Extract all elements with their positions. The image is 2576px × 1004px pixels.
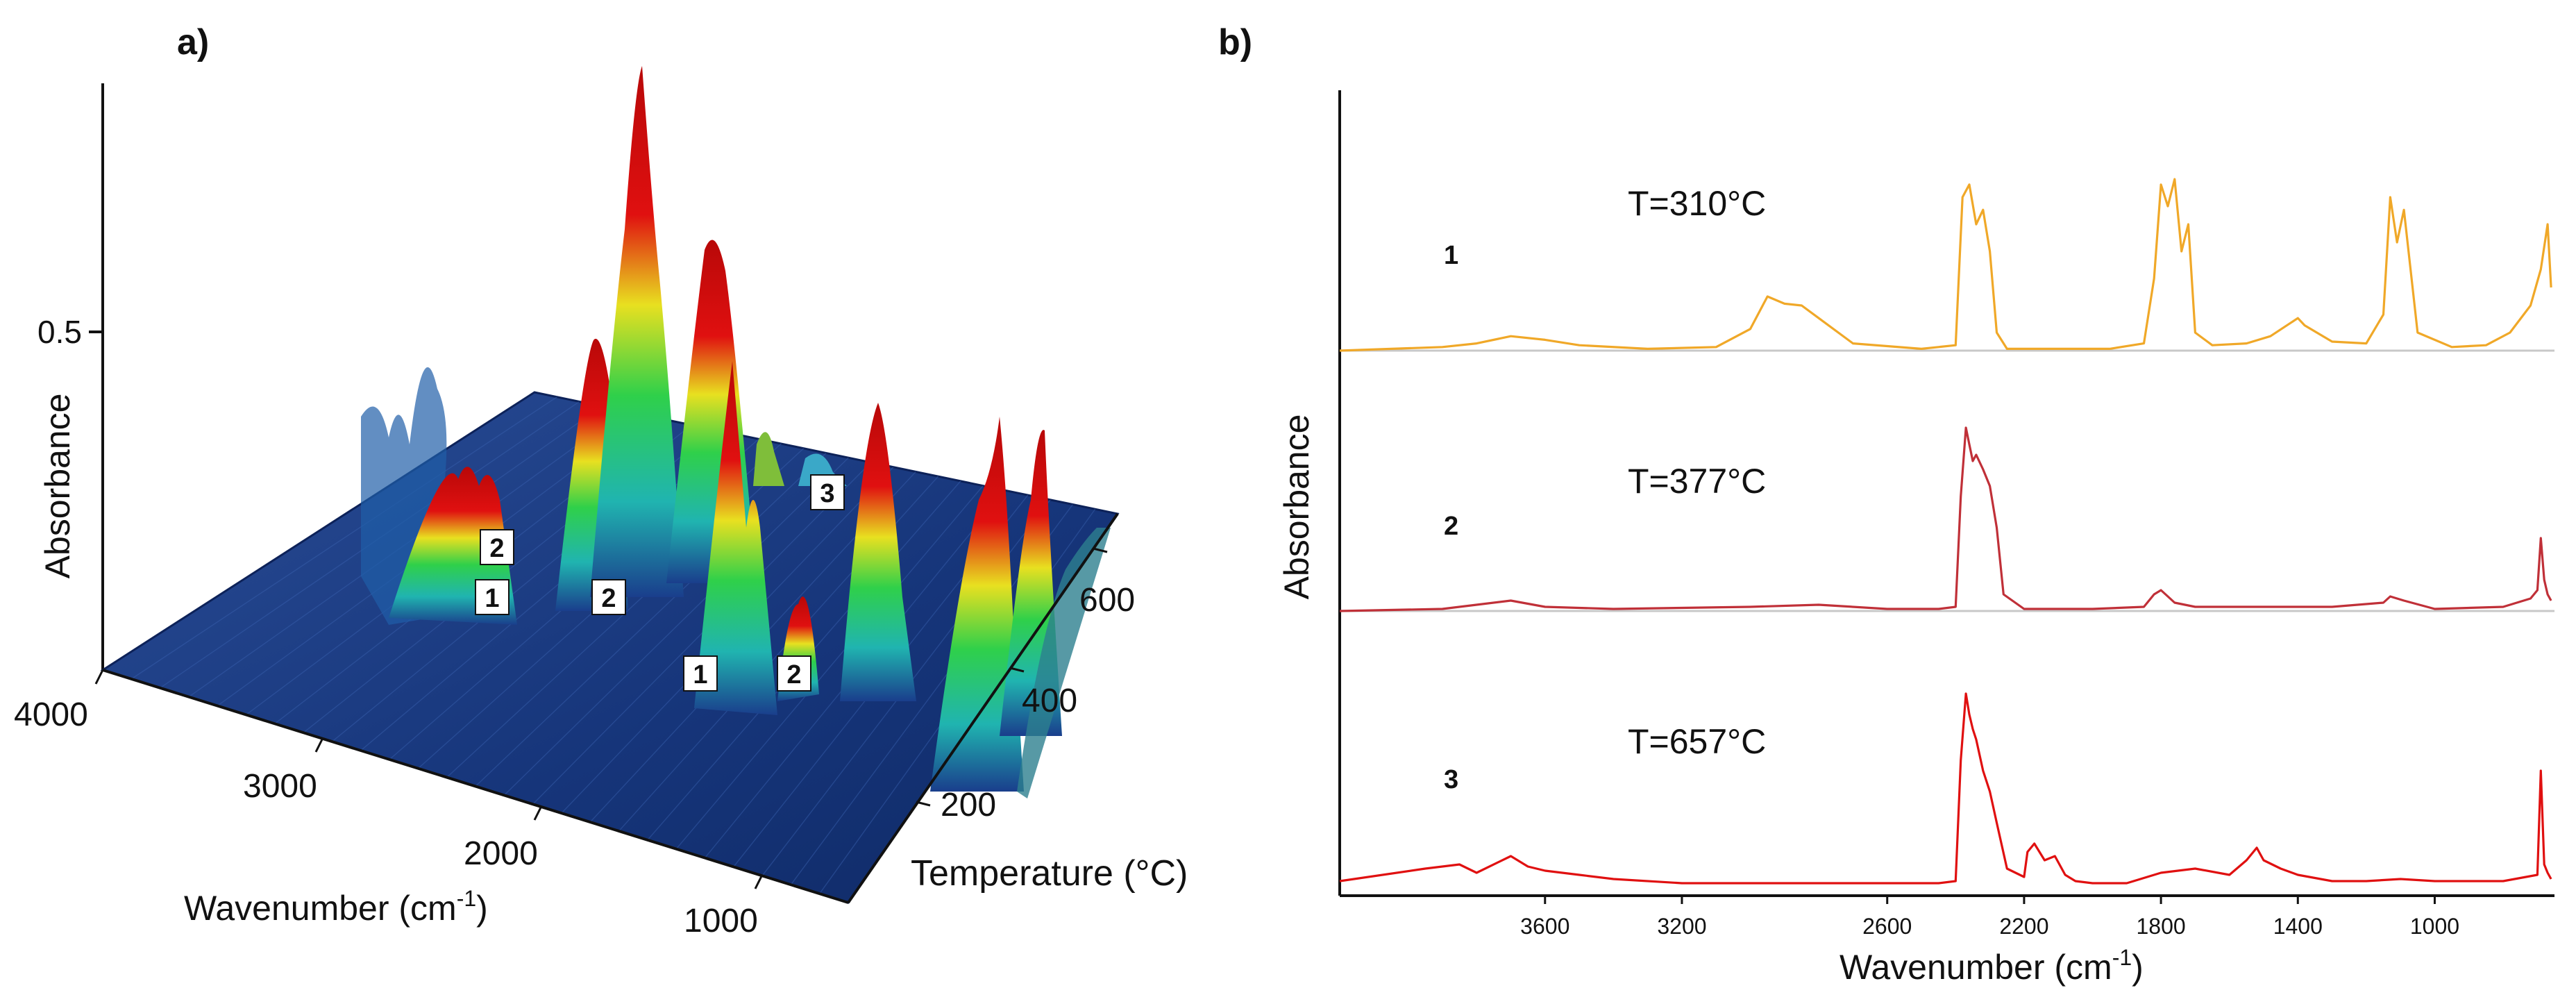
spectrum-series-3 — [1339, 692, 2552, 885]
peak-co2-main — [590, 66, 684, 597]
panel-a-ytick-label-0: 0.5 — [37, 314, 82, 350]
panel-b-xtick-label-2: 2600 — [1862, 914, 1912, 939]
wn-tick-1 — [314, 737, 324, 753]
panel-a-label: a) — [177, 22, 209, 62]
panel-b-xlabel-sup: -1 — [2112, 945, 2132, 970]
panel-b-xtick-label-4: 1800 — [2137, 914, 2186, 939]
peak-1130-a — [930, 417, 1024, 792]
marker-label-4: 2 — [786, 660, 801, 689]
panel-b-series: 1 T=310°C 2 T=377°C 3 T=657°C — [1339, 178, 2554, 885]
peak-markers: 2 1 2 1 2 3 — [475, 474, 845, 692]
temp-tick-2 — [1093, 547, 1108, 553]
temp-tick-0 — [916, 801, 931, 807]
spectrum-label-3: 3 — [1444, 765, 1458, 794]
marker-label-2: 2 — [601, 584, 616, 613]
wn-tick-0 — [94, 669, 104, 685]
surface-scan-line — [532, 462, 872, 805]
wn-tick-label-3: 1000 — [684, 903, 758, 939]
temp-ticks — [916, 547, 1108, 807]
panel-a-wn-axis — [102, 669, 849, 904]
surface-scan-line — [675, 485, 984, 850]
surface-scan-line — [475, 452, 827, 787]
spectrum-temp-3: T=657°C — [1628, 722, 1766, 761]
panel-b-ylabel: Absorbance — [1277, 415, 1316, 600]
wn-tick-2 — [533, 805, 543, 821]
temp-tick-label-1: 400 — [1022, 683, 1077, 719]
wn-ticks — [94, 669, 764, 889]
panel-b: b) Absorbance Wavenumber (cm-1) 3600 3200… — [1218, 22, 2554, 987]
temp-tick-label-0: 600 — [1079, 582, 1135, 619]
panel-b-xtick-label-3: 2200 — [1999, 914, 2048, 939]
panel-b-label: b) — [1218, 22, 1252, 62]
panel-a-xlabel-sup: -1 — [457, 886, 476, 911]
spectrum-label-2: 2 — [1444, 512, 1458, 541]
temp-tick-1 — [1009, 667, 1025, 673]
surface-scan-line — [503, 457, 849, 796]
panel-b-xtick-label-5: 1400 — [2273, 914, 2323, 939]
marker-label-5: 3 — [820, 479, 834, 508]
marker-label-1: 1 — [485, 584, 499, 613]
panel-a-temp-axis — [847, 512, 1119, 904]
marker-box-0 — [480, 529, 514, 565]
peak-right-ridge — [1017, 528, 1111, 798]
panel-a-ylabel: Absorbance — [38, 394, 77, 579]
marker-box-2 — [591, 579, 626, 615]
marker-box-5 — [810, 474, 845, 510]
panel-b-xtick-label-6: 1000 — [2410, 914, 2459, 939]
panel-a-xlabel: Wavenumber (cm-1) — [184, 886, 488, 928]
surface-scan-line — [131, 396, 557, 680]
peak-small-green — [753, 432, 784, 486]
marker-label-0: 2 — [489, 534, 504, 563]
wn-tick-label-2: 2000 — [464, 835, 538, 872]
spectrum-temp-1: T=310°C — [1628, 184, 1766, 223]
wn-tick-3 — [754, 874, 764, 889]
spectrum-series-1 — [1339, 178, 2552, 352]
peak-1-right — [694, 361, 777, 715]
marker-label-3: 1 — [693, 660, 707, 689]
marker-box-1 — [475, 579, 510, 615]
panel-b-xlabel-close: ) — [2132, 948, 2144, 987]
panel-a: a) 0.5 Absorbance — [14, 22, 1188, 939]
spectrum-series-2 — [1339, 426, 2552, 612]
wn-tick-label-1: 3000 — [243, 768, 317, 805]
panel-b-xlabel-main: Wavenumber (cm — [1840, 948, 2112, 987]
spectrum-temp-2: T=377°C — [1628, 462, 1766, 501]
panel-b-xlabel: Wavenumber (cm-1) — [1840, 945, 2144, 987]
peak-carbonyl — [840, 403, 916, 701]
panel-b-xtick-label-1: 3200 — [1657, 914, 1706, 939]
marker-box-3 — [683, 655, 718, 692]
spectrum-label-1: 1 — [1444, 241, 1458, 270]
panel-a-xlabel-close: ) — [476, 889, 488, 928]
panel-a-xlabel-main: Wavenumber (cm — [184, 889, 457, 928]
marker-box-4 — [777, 655, 811, 692]
panel-b-xtick-label-0: 3600 — [1520, 914, 1569, 939]
panel-a-temp-label: Temperature (°C) — [911, 853, 1188, 894]
temp-tick-label-2: 200 — [941, 787, 996, 823]
panel-b-xticks: 3600 3200 2600 2200 1800 1400 1000 — [1520, 896, 2459, 939]
wn-tick-label-0: 4000 — [14, 696, 88, 733]
